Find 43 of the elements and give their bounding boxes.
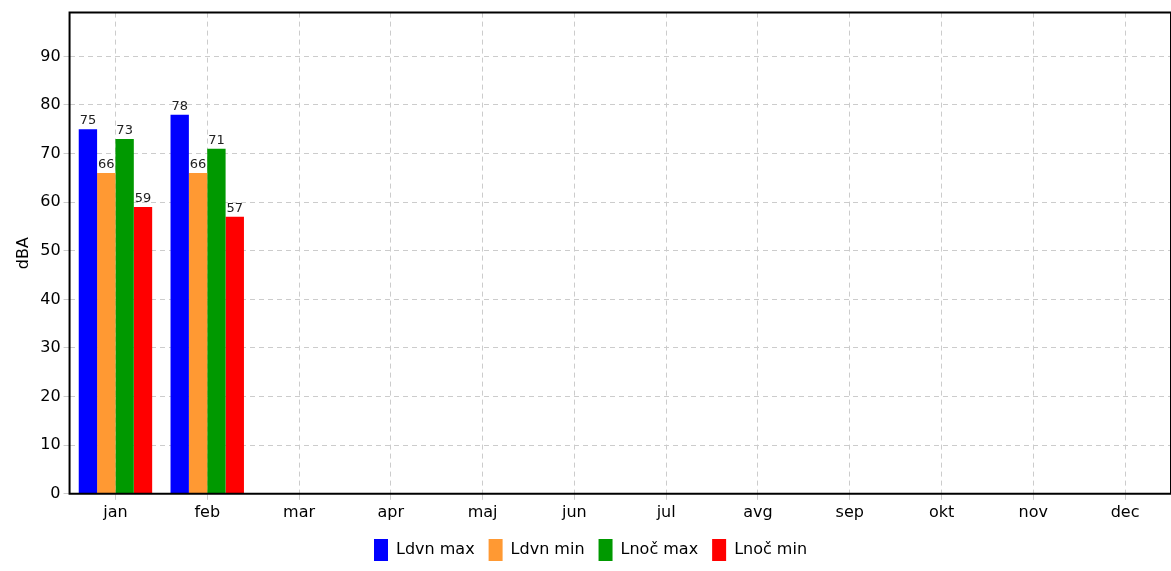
data-label: 73 xyxy=(116,121,133,137)
x-tick-label: apr xyxy=(377,501,405,521)
x-tick-label: maj xyxy=(467,501,498,521)
y-tick-label: 70 xyxy=(40,142,61,162)
data-label: 59 xyxy=(134,189,152,205)
data-label: 75 xyxy=(79,112,97,128)
x-tick-label: jul xyxy=(655,501,676,521)
x-tick-label: jan xyxy=(102,501,128,521)
legend-label: Ldvn min xyxy=(510,539,585,559)
y-tick-label: 60 xyxy=(40,191,61,211)
y-tick-label: 50 xyxy=(40,239,61,259)
x-tick-label: feb xyxy=(194,501,221,521)
data-label: 66 xyxy=(189,155,207,171)
legend-label: Ldvn max xyxy=(395,539,475,559)
x-tick-label: jun xyxy=(561,501,587,521)
x-tick-label: mar xyxy=(283,501,316,521)
x-tick-label: sep xyxy=(835,501,864,521)
bar xyxy=(115,138,134,494)
data-label: 66 xyxy=(98,155,115,171)
bar xyxy=(133,207,153,494)
legend-label: Lnoč max xyxy=(620,539,699,559)
y-tick-label: 90 xyxy=(40,45,61,65)
y-tick-label: 10 xyxy=(40,434,61,454)
bar xyxy=(225,216,244,494)
y-tick-label: 20 xyxy=(40,385,61,405)
data-label: 71 xyxy=(208,131,225,147)
x-tick-label: okt xyxy=(928,501,955,521)
y-tick-label: 0 xyxy=(50,482,61,502)
y-axis-title: dBA xyxy=(12,237,32,270)
data-label: 57 xyxy=(226,199,244,215)
legend-label: Lnoč min xyxy=(734,539,808,559)
data-label: 78 xyxy=(171,97,188,113)
x-tick-label: dec xyxy=(1110,501,1140,521)
bar xyxy=(78,129,98,494)
x-tick-label: nov xyxy=(1018,501,1049,521)
y-tick-label: 40 xyxy=(40,288,61,308)
bar xyxy=(170,114,189,494)
y-tick-label: 80 xyxy=(40,94,61,114)
bar xyxy=(188,173,208,494)
x-tick-label: avg xyxy=(743,501,773,521)
y-tick-label: 30 xyxy=(40,337,61,357)
bar xyxy=(97,173,116,494)
bar xyxy=(207,148,226,494)
